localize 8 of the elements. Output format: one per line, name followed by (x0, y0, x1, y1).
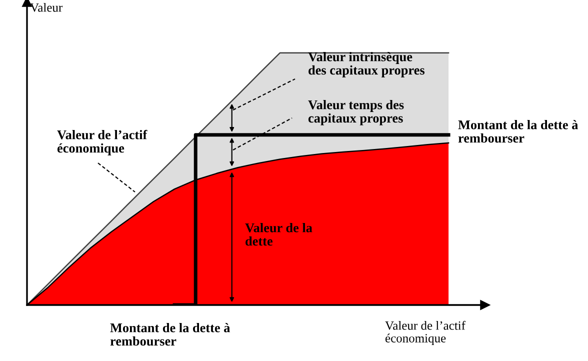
annotation: Valeur intrinsèque des capitaux propres (308, 52, 425, 78)
series-label: Valeur de la dette (245, 223, 312, 246)
annotation: Valeur temps des capitaux propres (308, 100, 404, 126)
series-label: Montant de la dette à rembourser (458, 120, 578, 143)
text: Montant de la dette à rembourser (110, 322, 230, 346)
x-axis-title: Valeur de l’actif économique (385, 320, 466, 345)
series-label: Valeur de l’actif économique (57, 130, 148, 156)
y-axis-title: Valeur (30, 3, 63, 12)
